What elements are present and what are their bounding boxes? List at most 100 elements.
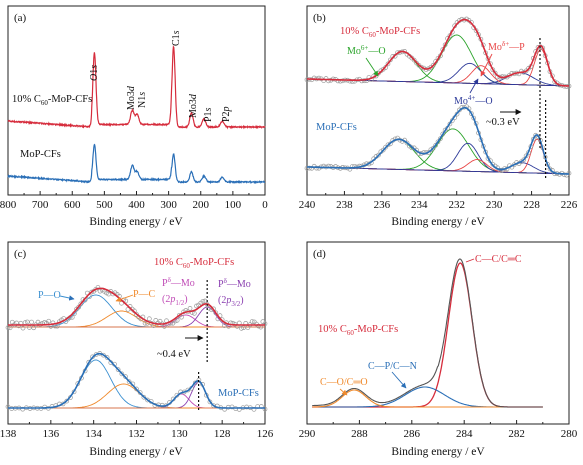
panel-d-tick-label: 280 (561, 428, 578, 440)
panel-b-data-point (347, 78, 353, 84)
label-mo6-o: Mo6+—O (347, 44, 386, 57)
panel-b-data-point (328, 164, 334, 169)
panel-c-data-point (174, 318, 180, 323)
panel-b-data-point (385, 61, 391, 67)
panel-c-data-point (262, 406, 268, 412)
panel-a-xlabel: Binding energy / eV (89, 216, 183, 228)
panel-b-data-point (411, 57, 417, 63)
panel-c-spectra (5, 285, 268, 412)
panel-c-data-point (213, 310, 219, 316)
panel-c-data-point (27, 325, 32, 330)
panel-c-tick-label: 126 (257, 428, 274, 440)
panel-a-tick-label: 400 (128, 199, 145, 211)
panel-c: (c) 138 136 134 132 130 128 126 Binding energy… (0, 241, 274, 458)
panel-c-data-point (101, 352, 106, 358)
panel-b-data-point (433, 142, 438, 148)
panel-c-data-point (126, 379, 132, 385)
label-c-c: C—C/C═C (475, 254, 522, 265)
panel-d-label: (d) (313, 248, 326, 260)
label-shift-b: ~0.3 eV (486, 117, 520, 128)
panel-c-xlabel: Binding energy / eV (89, 446, 183, 458)
panel-b-data-point (430, 62, 436, 68)
panel-c-data-point (147, 316, 152, 322)
label-c-o: C—O/C═O (320, 377, 368, 388)
panel-a-tick-label: 500 (96, 199, 113, 211)
panel-b-x-ticks: 240 238 236 234 232 230 228 226 (299, 191, 578, 211)
panel-c-component-curve (8, 359, 265, 409)
panel-c-data-point (185, 387, 191, 393)
panel-c-data-point (194, 303, 199, 309)
panel-b-sample1-label: 10% C60-MoP-CFs (340, 26, 420, 39)
panel-b-data-point (383, 144, 388, 150)
panel-b-data-point (552, 79, 558, 85)
panel-c-data-point (123, 374, 128, 379)
peak-label-p1s: P1s (203, 107, 214, 122)
panel-d-sample1-label: 10% C60-MoP-CFs (318, 324, 398, 337)
panel-d-tick-label: 286 (404, 428, 421, 440)
panel-a-series-1-line (7, 45, 266, 130)
label-pmo-2p12-bot: (2p1/2) (162, 294, 188, 307)
panel-b-data-point (323, 76, 329, 81)
panel-c-data-point (9, 319, 15, 325)
label-pmo-2p32-top: Pδ—Mo (218, 277, 251, 290)
panel-b-data-point (380, 147, 386, 153)
panel-a-tick-label: 700 (32, 199, 49, 211)
panel-c-data-point (192, 380, 198, 386)
panel-a-tick-label: 800 (0, 199, 17, 211)
panel-b-data-point (359, 78, 365, 84)
panel-b-data-point (340, 78, 346, 84)
panel-c-data-point (142, 320, 148, 326)
peak-label-mo3d-a: Mo3d (126, 85, 137, 110)
panel-b-tick-label: 230 (486, 199, 503, 211)
panel-c-sample1-label: 10% C60-MoP-CFs (154, 257, 234, 270)
panel-b-sample2-label: MoP-CFs (316, 122, 357, 133)
panel-c-data-point (46, 318, 52, 324)
panel-b-data-point (404, 140, 410, 146)
panel-c-tick-label: 134 (85, 428, 102, 440)
panel-a-tick-label: 600 (64, 199, 81, 211)
panel-b-data-point (430, 145, 436, 151)
panel-c-fit-2 (8, 352, 265, 409)
panel-c-data-point (200, 299, 206, 304)
arrow-p-o (59, 295, 75, 301)
panel-c-data-point (179, 314, 184, 320)
panel-c-data-point (29, 319, 34, 325)
panel-b-tick-label: 232 (448, 199, 465, 211)
panel-c-data-point (95, 285, 101, 290)
panel-c-data-point (20, 325, 26, 331)
panel-c-data-point (196, 377, 202, 383)
panel-a: (a) 800 700 600 500 400 300 200 100 0 Binding en… (0, 5, 268, 228)
panel-b-data-point (540, 45, 546, 51)
panel-c-tick-label: 130 (171, 428, 188, 440)
leader-c-c (465, 258, 475, 263)
label-mo4-o: Mo4+—O (454, 94, 493, 107)
panel-a-sample2-label: MoP-CFs (20, 149, 61, 160)
panel-b-spectra (304, 16, 572, 178)
panel-c-data-point (191, 311, 197, 316)
panel-b-tick-label: 228 (523, 199, 540, 211)
panel-b-data-point (457, 107, 462, 113)
panel-d-xlabel: Binding energy / eV (391, 446, 485, 458)
panel-b-fit-1 (307, 18, 569, 87)
panel-b-data-point (428, 147, 434, 153)
panel-c-tick-label: 132 (128, 428, 145, 440)
panel-b-tick-label: 234 (411, 199, 428, 211)
panel-b-data-point (492, 70, 498, 76)
panel-b-data-point (519, 68, 524, 74)
panel-b-tick-label: 240 (299, 199, 316, 211)
panel-b-tick-label: 236 (374, 199, 391, 211)
panel-c-data-point (134, 386, 139, 392)
label-p-c: P—C (133, 289, 156, 300)
panel-b-data-point (314, 165, 319, 171)
panel-a-tick-label: 200 (193, 199, 210, 211)
panel-c-x-ticks: 138 136 134 132 130 128 126 (0, 420, 274, 440)
label-shift-c: ~0.4 eV (157, 349, 191, 360)
panel-d-tick-label: 282 (508, 428, 525, 440)
panel-a-label: (a) (14, 12, 27, 24)
label-pmo-2p12-top: Pδ—Mo (162, 276, 195, 289)
panel-b-data-point (521, 157, 527, 163)
panel-a-x-ticks: 800 700 600 500 400 300 200 100 0 (0, 191, 268, 211)
label-p-o: P—O (38, 290, 61, 301)
